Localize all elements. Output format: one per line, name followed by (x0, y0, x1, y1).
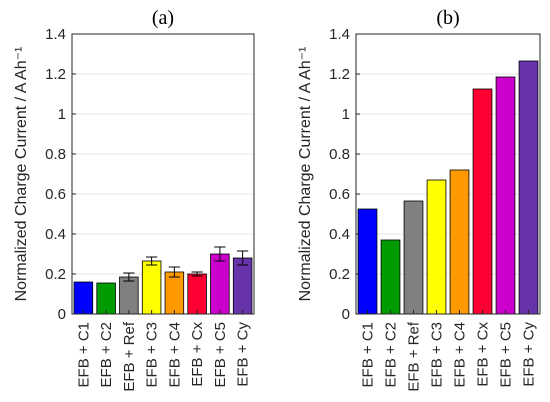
y-tick-label: 0 (58, 306, 66, 323)
y-tick-label: 1 (58, 106, 66, 123)
panel-letter-a: (a) (152, 7, 174, 29)
x-tick-label: EFB + Cy (235, 322, 252, 387)
bar (472, 88, 493, 315)
x-tick-label: EFB + Cy (521, 322, 538, 387)
x-tick-label: EFB + Ref (406, 321, 423, 391)
y-tick-label: 0.8 (45, 146, 66, 163)
y-tick-label: 1.4 (45, 26, 66, 43)
x-tick-label: EFB + C3 (429, 322, 446, 387)
y-tick-label: 0.2 (329, 266, 350, 283)
y-tick-label: 1 (342, 106, 350, 123)
x-tick-label: EFB + C3 (144, 322, 161, 387)
x-tick-label: EFB + Cx (189, 322, 206, 387)
bar (426, 179, 447, 315)
bar (210, 253, 230, 315)
panel-a: (a) 0 0.2 0.4 0.6 0.8 1 1.2 1.4 EFB + C1 EFB + C2 E… (13, 7, 255, 392)
bar (449, 169, 470, 315)
bar (187, 273, 207, 315)
x-tick-label: EFB + C1 (75, 322, 92, 387)
x-tick-label: EFB + C2 (98, 322, 115, 387)
y-tick-label: 0.6 (45, 186, 66, 203)
x-tick-label: EFB + C4 (452, 322, 469, 387)
bar (164, 271, 185, 315)
y-tick-label: 0 (342, 306, 350, 323)
y-tick-label: 0.4 (329, 226, 350, 243)
bar (403, 200, 424, 315)
bar (141, 260, 162, 315)
x-tick-label: EFB + Cx (475, 322, 492, 387)
bar (96, 282, 116, 315)
bar (232, 257, 253, 315)
x-tick-label: EFB + C5 (498, 322, 515, 387)
y-axis-label: Normalized Charge Current / A Ah⁻¹ (297, 47, 314, 302)
bar (380, 239, 401, 315)
y-tick-label: 0.2 (45, 266, 66, 283)
x-tick-label: EFB + C4 (166, 322, 183, 387)
y-tick-label: 0.6 (329, 186, 350, 203)
bar (73, 281, 94, 315)
bar (119, 276, 139, 315)
bar (357, 208, 378, 315)
y-tick-label: 0.4 (45, 226, 66, 243)
y-tick-label: 1.4 (329, 26, 350, 43)
y-tick-label: 0.8 (329, 146, 350, 163)
panel-b: (b) 0 0.2 0.4 0.6 0.8 1 1.2 1.4 EFB + C1 EFB + C2 E… (297, 7, 541, 392)
x-tick-label: EFB + Ref (121, 321, 138, 391)
x-tick-label: EFB + C5 (212, 322, 229, 387)
y-tick-label: 1.2 (329, 66, 350, 83)
y-tick-label: 1.2 (45, 66, 66, 83)
panel-letter-b: (b) (436, 7, 459, 29)
y-axis-label: Normalized Charge Current / A Ah⁻¹ (13, 47, 30, 302)
x-tick-label: EFB + C1 (360, 322, 377, 387)
x-tick-label: EFB + C2 (383, 322, 400, 387)
bar (518, 60, 539, 315)
axes-box (71, 33, 255, 315)
bar (495, 76, 516, 315)
axes-box (355, 33, 541, 315)
